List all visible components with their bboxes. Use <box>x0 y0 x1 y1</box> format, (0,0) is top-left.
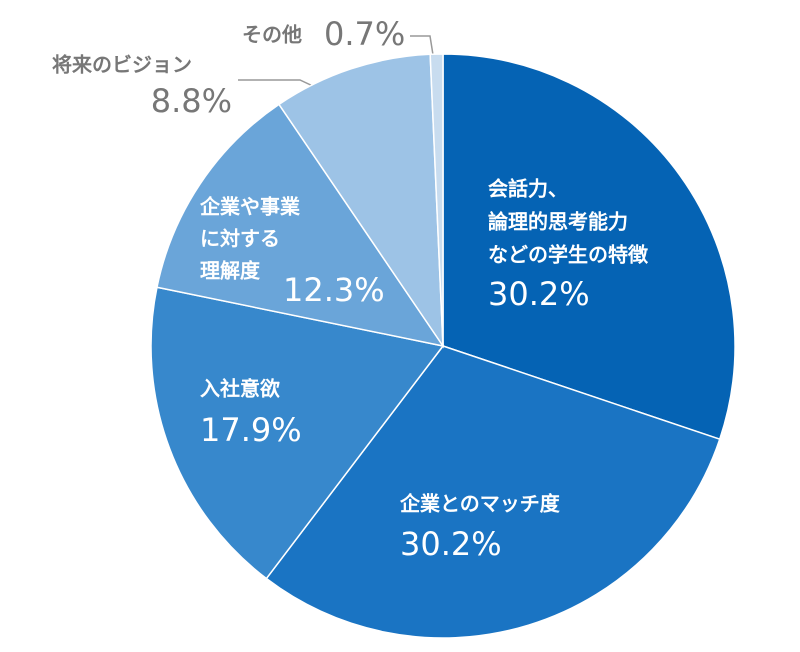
pie-slice <box>277 53 444 349</box>
pie-slice <box>442 53 736 441</box>
slice-label: 理解度 <box>200 259 261 283</box>
slice-label: 将来のビジョン <box>52 53 192 77</box>
value-label: 12.3% <box>283 271 385 309</box>
slice-label: 論理的思考能力 <box>488 210 628 234</box>
pie-slice <box>429 53 444 347</box>
pie-slice <box>150 286 445 580</box>
slice-label: に対する <box>200 227 280 251</box>
slice-label: などの学生の特徴 <box>488 243 649 267</box>
slice-label: 企業とのマッチ度 <box>399 492 561 516</box>
value-label: 17.9% <box>200 411 302 449</box>
slice-label: 入社意欲 <box>200 377 280 401</box>
value-label: 8.8% <box>151 82 232 120</box>
slice-label: その他 <box>242 23 302 47</box>
slice-label: 会話力、 <box>488 177 568 201</box>
slice-label: 企業や事業 <box>199 195 301 219</box>
pie-slice <box>265 345 721 639</box>
value-label: 30.2% <box>488 275 590 313</box>
pie-slice <box>156 103 445 348</box>
value-label: 30.2% <box>400 525 502 563</box>
value-label: 0.7% <box>324 15 405 53</box>
